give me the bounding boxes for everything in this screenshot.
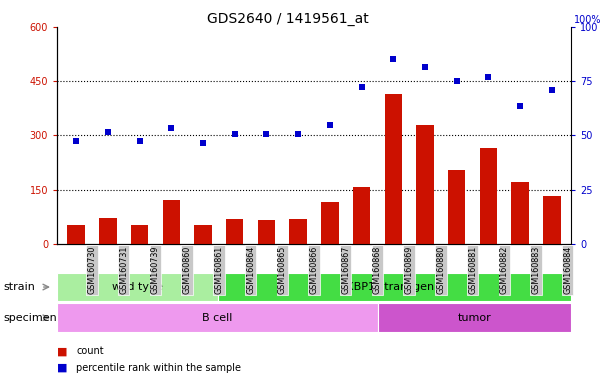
Point	[72, 138, 81, 144]
Text: GSM160731: GSM160731	[119, 246, 128, 294]
Bar	[511, 182, 529, 244]
Text: GSM160880: GSM160880	[436, 246, 445, 294]
Bar	[57, 273, 218, 301]
Text: 100%: 100%	[574, 15, 601, 25]
Bar	[378, 303, 571, 332]
Bar	[67, 225, 85, 244]
Text: GSM160866: GSM160866	[310, 246, 319, 294]
Point	[166, 125, 176, 131]
Point	[198, 139, 208, 146]
Bar	[218, 273, 571, 301]
Text: percentile rank within the sample: percentile rank within the sample	[76, 363, 242, 373]
Text: ■: ■	[57, 363, 67, 373]
Text: GSM160867: GSM160867	[341, 246, 350, 294]
Text: GSM160860: GSM160860	[183, 246, 192, 294]
Point	[484, 74, 493, 80]
Point	[452, 78, 462, 84]
Point	[293, 131, 303, 137]
Point	[420, 64, 430, 70]
Text: ■: ■	[57, 346, 67, 356]
Text: strain: strain	[3, 282, 35, 292]
Bar	[385, 94, 402, 244]
Text: GSM160864: GSM160864	[246, 246, 255, 294]
Text: GSM160882: GSM160882	[500, 246, 509, 294]
Text: GSM160884: GSM160884	[563, 246, 572, 294]
Text: XBP1s transgenic: XBP1s transgenic	[346, 282, 443, 292]
Text: specimen: specimen	[3, 313, 56, 323]
Bar	[258, 220, 275, 244]
Text: GSM160869: GSM160869	[404, 246, 413, 294]
Bar	[416, 124, 434, 244]
Bar	[290, 218, 307, 244]
Point	[547, 87, 557, 93]
Point	[516, 103, 525, 109]
Point	[103, 129, 112, 135]
Text: GSM160739: GSM160739	[151, 246, 160, 294]
Bar	[543, 196, 561, 244]
Bar	[162, 200, 180, 244]
Bar	[194, 225, 212, 244]
Text: B cell: B cell	[203, 313, 233, 323]
Text: tumor: tumor	[458, 313, 492, 323]
Bar	[99, 218, 117, 244]
Bar	[226, 218, 243, 244]
Point	[388, 56, 398, 63]
Bar	[448, 170, 466, 244]
Point	[325, 121, 335, 127]
Bar	[321, 202, 338, 244]
Bar	[131, 225, 148, 244]
Point	[135, 138, 144, 144]
Text: count: count	[76, 346, 104, 356]
Bar	[353, 187, 370, 244]
Bar	[480, 148, 497, 244]
Point	[357, 83, 367, 89]
Text: GSM160883: GSM160883	[531, 246, 540, 294]
Text: GSM160865: GSM160865	[278, 246, 287, 294]
Text: GSM160730: GSM160730	[88, 246, 97, 294]
Bar	[57, 303, 378, 332]
Text: GDS2640 / 1419561_at: GDS2640 / 1419561_at	[207, 12, 369, 25]
Text: wild type: wild type	[112, 282, 163, 292]
Point	[230, 131, 240, 137]
Text: GSM160868: GSM160868	[373, 246, 382, 294]
Text: GSM160881: GSM160881	[468, 246, 477, 294]
Text: GSM160861: GSM160861	[215, 246, 224, 294]
Point	[261, 131, 271, 137]
